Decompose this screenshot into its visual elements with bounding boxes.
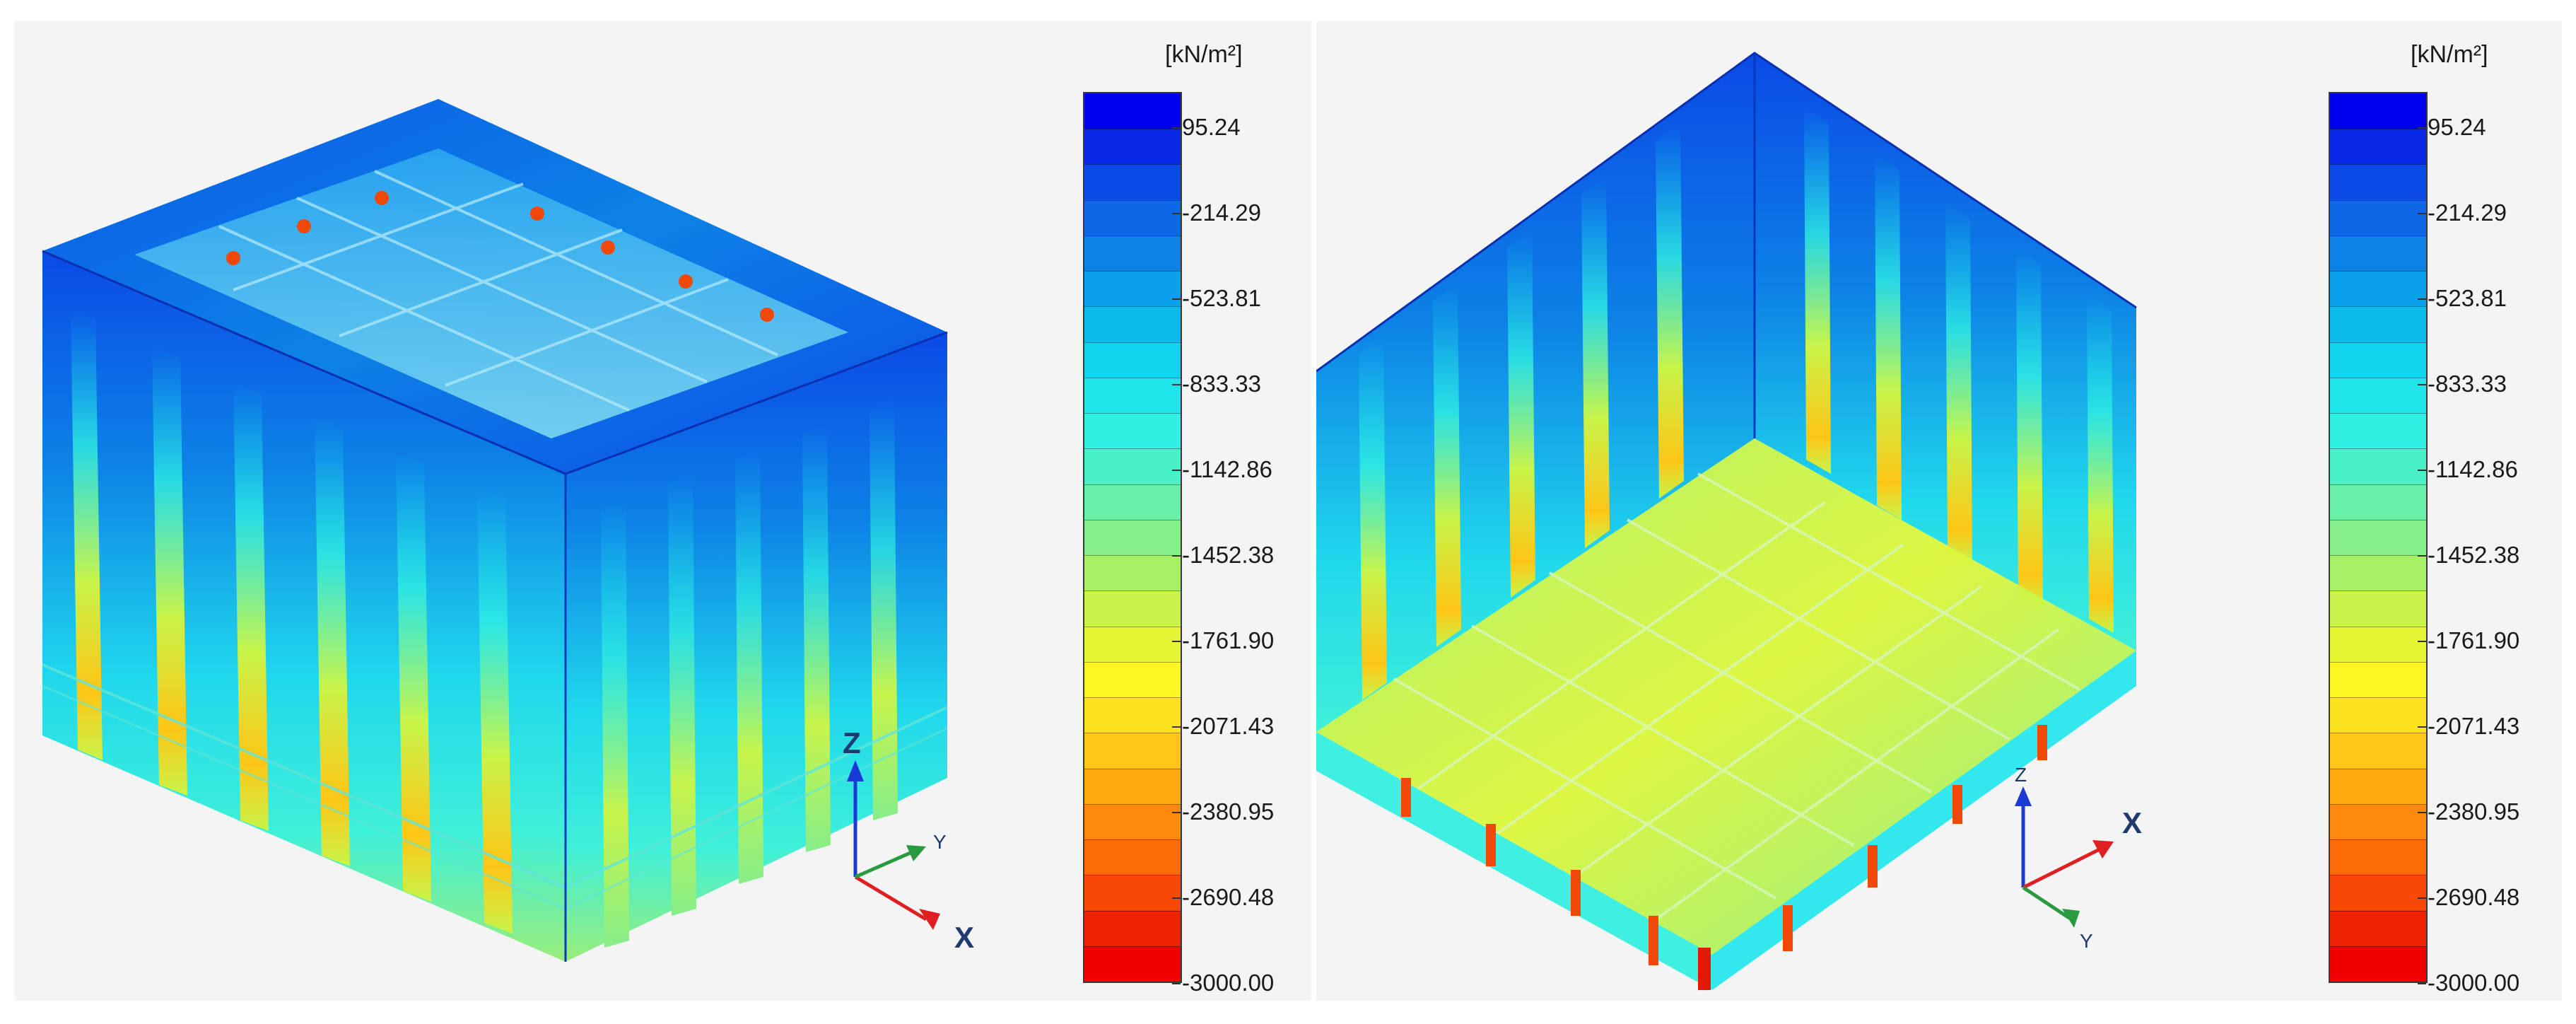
right-axis-z-label: Z	[2015, 764, 2027, 786]
legend-unit-label: [kN/m²]	[1165, 41, 1243, 68]
legend-tick-label: -2380.95	[1171, 798, 1275, 825]
right-box-model: Z X Y	[1316, 52, 2142, 990]
left-axis-y-label: Y	[933, 831, 947, 853]
left-view-panel: Z X Y [kN/m²] 95.24 -214.29 -523.81 -833.33…	[14, 21, 1311, 1001]
legend-tick-label: -1452.38	[1171, 542, 1275, 569]
right-3d-viewport[interactable]: Z X Y	[1316, 21, 2306, 1001]
legend-tick-label: -523.81	[1172, 285, 1261, 312]
right-axis-y-label: Y	[2080, 930, 2093, 952]
legend-tick-label: 95.24	[1172, 114, 1241, 141]
legend-tick-label: -2071.43	[1171, 713, 1275, 740]
legend-tick-label: -1761.90	[2417, 627, 2520, 654]
right-wall-stress-stripes	[601, 400, 898, 948]
legend-tick-labels: 95.24 -214.29 -523.81 -833.33 -1142.86 -1452.…	[2417, 92, 2562, 996]
legend-tick-label: -2380.95	[2417, 798, 2520, 825]
legend-unit-label: [kN/m²]	[2411, 41, 2488, 68]
legend-tick-label: -1761.90	[1171, 627, 1275, 654]
legend-tick-label: -833.33	[1172, 371, 1261, 397]
left-3d-viewport[interactable]: Z X Y	[14, 21, 1032, 1001]
right-axis-triad: Z X Y	[2015, 764, 2142, 952]
legend-tick-label: -2071.43	[2417, 713, 2520, 740]
left-axis-triad: Z X Y	[843, 726, 974, 954]
legend-tick-label: -214.29	[1172, 199, 1261, 226]
legend-tick-label: -1142.86	[2418, 456, 2518, 483]
legend-tick-label: -1142.86	[1172, 456, 1272, 483]
downstand-ribs	[1316, 651, 2136, 990]
back-wall-stress-stripes	[1359, 106, 2114, 700]
slab-grid	[1393, 472, 2080, 931]
legend-tick-label: -1452.38	[2417, 542, 2520, 569]
legend-color-bar	[2329, 92, 2428, 983]
left-axis-z-label: Z	[843, 726, 861, 760]
left-wall-stress-stripes	[71, 311, 513, 933]
left-axis-x-label: X	[954, 921, 974, 954]
legend-tick-label: -214.29	[2418, 199, 2507, 226]
legend-tick-label: -3000.00	[1171, 970, 1275, 996]
legend-tick-label: -3000.00	[2417, 970, 2520, 996]
legend-tick-label: -2690.48	[1171, 884, 1275, 911]
legend-tick-labels: 95.24 -214.29 -523.81 -833.33 -1142.86 -1452.…	[1171, 92, 1316, 996]
legend-tick-label: -833.33	[2418, 371, 2507, 397]
right-color-legend: [kN/m²] 95.24 -214.29 -523.81 -833.33 -1142.…	[2306, 21, 2562, 1001]
legend-tick-label: 95.24	[2418, 114, 2486, 141]
right-view-panel: Z X Y [kN/m²] 95.24 -214.29 -523.81 -833.33…	[1316, 21, 2562, 1001]
right-axis-x-label: X	[2122, 806, 2142, 839]
legend-tick-label: -523.81	[2418, 285, 2507, 312]
base-slab	[1316, 438, 2136, 955]
legend-color-bar	[1083, 92, 1182, 983]
legend-tick-label: -2690.48	[2417, 884, 2520, 911]
back-left-wall	[1316, 53, 1755, 732]
left-color-legend: [kN/m²] 95.24 -214.29 -523.81 -833.33 -1142.…	[1060, 21, 1311, 1001]
left-box-model: Z X Y	[42, 99, 974, 962]
